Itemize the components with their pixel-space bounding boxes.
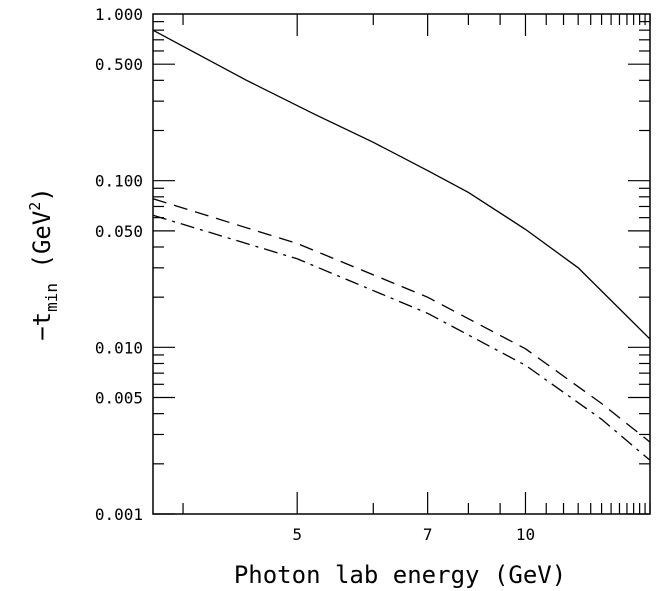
x-tick-label: 5 (292, 525, 302, 544)
y-axis-title-subscript: min (42, 283, 61, 312)
ticks-layer: 0.001 0.005 0.010 0.050 0.100 0.500 1.000 5 7 10 (95, 5, 651, 544)
series-line-solid (152, 29, 651, 340)
y-axis-title: −tmin (GeV2) (26, 187, 61, 341)
y-tick-label: 0.050 (95, 222, 143, 241)
y-tick-label: 0.005 (95, 389, 143, 408)
series-layer (152, 29, 651, 461)
y-axis-title-units: (GeV (28, 211, 56, 283)
y-tick-label: 0.010 (95, 338, 143, 357)
plot-frame (152, 13, 651, 515)
y-axis-title-close: ) (28, 187, 56, 201)
x-tick-label: 10 (516, 525, 535, 544)
y-tick-label: 0.500 (95, 55, 143, 74)
y-axis-title-superscript: 2 (26, 202, 44, 211)
series-line-dashdot (152, 214, 651, 461)
series-line-dashed (152, 198, 651, 443)
y-tick-label: 1.000 (95, 5, 143, 24)
y-tick-label: 0.100 (95, 172, 143, 191)
y-axis-title-prefix: −t (28, 312, 56, 341)
x-tick-label: 7 (423, 525, 433, 544)
y-tick-label: 0.001 (95, 505, 143, 524)
x-axis-title: Photon lab energy (GeV) (234, 561, 566, 589)
